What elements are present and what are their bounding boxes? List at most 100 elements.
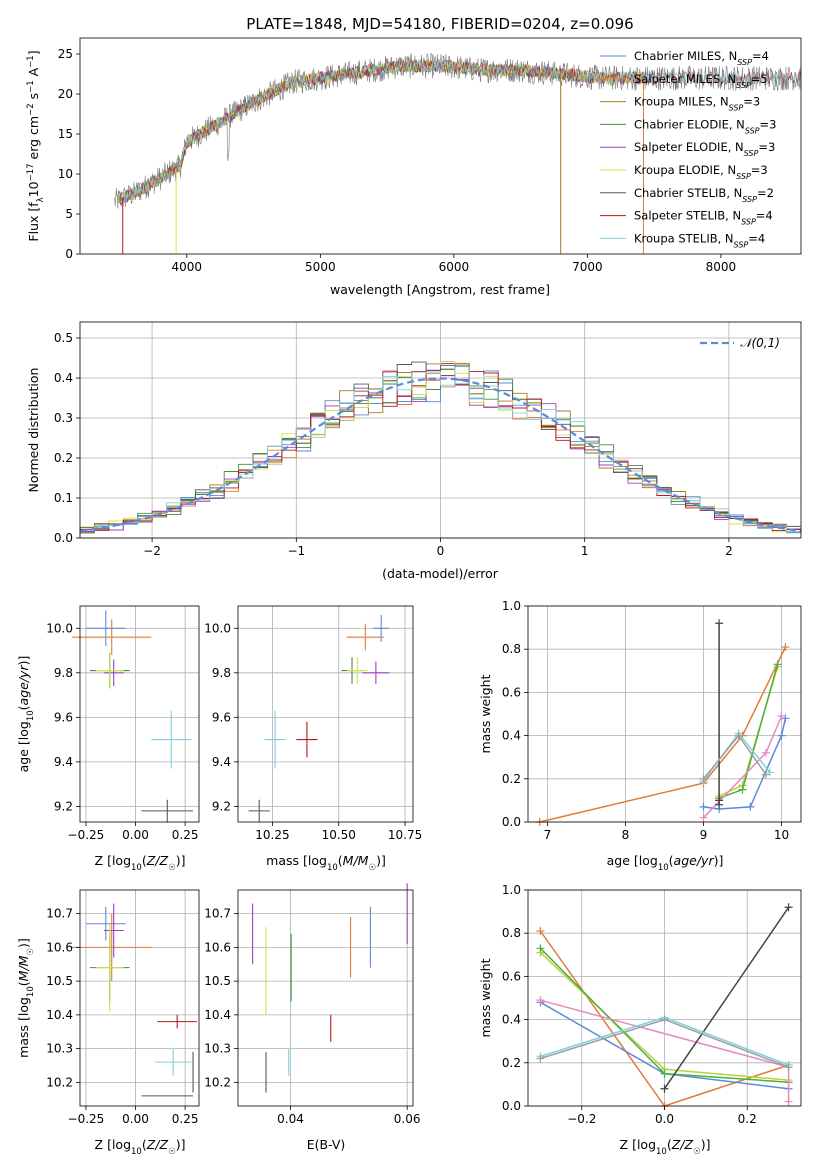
spectrum-ytick-label: 20	[58, 87, 73, 101]
age-vs-mass-ytick-label: 9.8	[212, 666, 231, 680]
residuals-ytick-label: 0.5	[54, 331, 73, 345]
legend-entry: Chabrier ELODIE, NSSP=3	[634, 117, 776, 135]
mass-weight-vs-Z-ytick-label: 0.4	[502, 1013, 521, 1027]
mass-weight-marker	[746, 802, 755, 811]
age-vs-Z-xlabel: Z [log10(Z/Z☉)]	[95, 853, 186, 873]
gaussian-curve	[79, 377, 802, 533]
mass-weight-marker	[536, 944, 545, 953]
spectrum-model-line	[122, 58, 802, 204]
mass-vs-Z-xlabel: Z [log10(Z/Z☉)]	[95, 1137, 186, 1157]
mass-weight-vs-Z-xtick-label: 0.2	[738, 1112, 757, 1126]
mass-weight-line	[539, 646, 787, 823]
mass-vs-ebv-ytick-label: 10.6	[204, 940, 231, 954]
mass-vs-ebv-xtick-label: 0.06	[394, 1112, 421, 1126]
age-vs-mass-xlabel: mass [log10(M/M☉)]	[266, 853, 386, 873]
mass-weight-marker	[660, 1084, 669, 1093]
mass-weight-marker	[699, 774, 708, 783]
mass-weight-vs-Z-ytick-label: 0.6	[502, 969, 521, 983]
figure-title: PLATE=1848, MJD=54180, FIBERID=0204, z=0…	[246, 15, 633, 33]
residuals-xtick-label: −1	[287, 544, 305, 558]
mass-weight-vs-age-xtick-label: 10	[774, 828, 789, 842]
mass-vs-Z-ylabel: mass [log10(M/M☉)]	[16, 938, 36, 1058]
age-vs-mass-ytick-label: 9.2	[212, 799, 231, 813]
age-vs-mass-ytick-label: 10.0	[204, 621, 231, 635]
mass-vs-Z-ytick-label: 10.6	[46, 940, 73, 954]
age-vs-Z-xtick-label: 0.25	[172, 828, 199, 842]
spectrum-ytick-label: 25	[58, 47, 73, 61]
mass-weight-vs-Z-xlabel: Z [log10(Z/Z☉)]	[620, 1137, 711, 1157]
age-vs-mass-xtick-label: 10.25	[255, 828, 289, 842]
mass-weight-marker	[536, 1054, 545, 1063]
mass-weight-vs-age-ytick-label: 0.8	[502, 642, 521, 656]
mass-weight-marker	[784, 1063, 793, 1072]
mass-vs-ebv-ytick-label: 10.4	[204, 1008, 231, 1022]
mass-weight-vs-age-ytick-label: 0.6	[502, 685, 521, 699]
residuals-ytick-label: 0.2	[54, 451, 73, 465]
mass-weight-vs-age-xtick-label: 9	[700, 828, 708, 842]
mass-vs-Z-ytick-label: 10.4	[46, 1008, 73, 1022]
mass-weight-marker	[777, 712, 786, 721]
mass-weight-vs-age-xtick-label: 7	[544, 828, 552, 842]
gaussian-legend-label: 𝒩(0,1)	[740, 336, 780, 350]
mass-weight-marker	[784, 903, 793, 912]
mass-weight-vs-age-ytick-label: 0.2	[502, 772, 521, 786]
mass-weight-marker	[660, 1015, 669, 1024]
mass-weight-vs-age-ytick-label: 1.0	[502, 599, 521, 613]
spectrum-frame	[79, 37, 802, 255]
mass-vs-ebv-ytick-label: 10.3	[204, 1042, 231, 1056]
mass-weight-marker	[536, 927, 545, 936]
mass-weight-marker	[699, 813, 708, 822]
spectrum-xtick-label: 8000	[706, 260, 737, 274]
mass-weight-vs-age-frame	[527, 605, 802, 823]
mass-vs-ebv-ytick-label: 10.5	[204, 974, 231, 988]
mass-vs-Z-xtick-label: 0.25	[172, 1112, 199, 1126]
spectrum-xtick-label: 4000	[172, 260, 203, 274]
residuals-ytick-label: 0.1	[54, 491, 73, 505]
mass-weight-vs-age-ytick-label: 0.0	[502, 815, 521, 829]
mass-weight-vs-Z-ytick-label: 0.8	[502, 926, 521, 940]
mass-weight-marker	[777, 731, 786, 740]
mass-weight-marker	[781, 643, 790, 652]
mass-weight-marker	[715, 619, 724, 628]
mass-vs-ebv-xlabel: E(B-V)	[307, 1137, 346, 1152]
residuals-ytick-label: 0.3	[54, 411, 73, 425]
age-vs-Z-ytick-label: 9.4	[54, 755, 73, 769]
residuals-ylabel: Normed distribution	[26, 368, 41, 493]
mass-weight-vs-Z-ylabel: mass weight	[478, 958, 493, 1037]
mass-weight-marker	[784, 1097, 793, 1106]
mass-vs-Z-xtick-label: 0.00	[122, 1112, 149, 1126]
age-vs-Z-ylabel: age [log10(age/yr)]	[16, 656, 36, 773]
residual-histogram-step	[79, 366, 801, 538]
age-vs-Z-ytick-label: 9.6	[54, 710, 73, 724]
spectrum-xtick-label: 6000	[439, 260, 470, 274]
mass-weight-line	[663, 906, 790, 1090]
age-vs-mass-xtick-label: 10.50	[322, 828, 356, 842]
legend-entry: Chabrier STELIB, NSSP=2	[634, 186, 774, 204]
residuals-xtick-label: −2	[143, 544, 161, 558]
mass-weight-marker	[781, 714, 790, 723]
mass-vs-ebv-frame	[237, 889, 414, 1107]
mass-weight-vs-age-xlabel: age [log10(age/yr)]	[607, 853, 724, 873]
age-vs-mass-ytick-label: 9.6	[212, 710, 231, 724]
age-vs-Z-frame	[79, 605, 200, 823]
age-vs-Z-ytick-label: 9.8	[54, 666, 73, 680]
age-vs-Z-xtick-label: −0.25	[68, 828, 105, 842]
spectrum-xtick-label: 5000	[305, 260, 336, 274]
spectrum-ytick-label: 10	[58, 167, 73, 181]
legend-entry: Salpeter ELODIE, NSSP=3	[634, 140, 775, 158]
residuals-xtick-label: 2	[725, 544, 733, 558]
mass-vs-ebv-xtick-label: 0.04	[277, 1112, 304, 1126]
mass-weight-marker	[715, 796, 724, 805]
spectrum-xtick-label: 7000	[572, 260, 603, 274]
spectrum-xlabel: wavelength [Angstrom, rest frame]	[330, 282, 550, 297]
mass-vs-Z-frame	[79, 889, 200, 1107]
legend-entry: Salpeter MILES, NSSP=5	[634, 72, 768, 90]
mass-weight-marker	[773, 660, 782, 669]
legend-entry: Salpeter STELIB, NSSP=4	[634, 209, 773, 227]
mass-vs-ebv-ytick-label: 10.2	[204, 1075, 231, 1089]
mass-vs-Z-ytick-label: 10.3	[46, 1042, 73, 1056]
mass-weight-marker	[699, 802, 708, 811]
mass-weight-vs-age-ytick-label: 0.4	[502, 729, 521, 743]
mass-weight-marker	[738, 785, 747, 794]
